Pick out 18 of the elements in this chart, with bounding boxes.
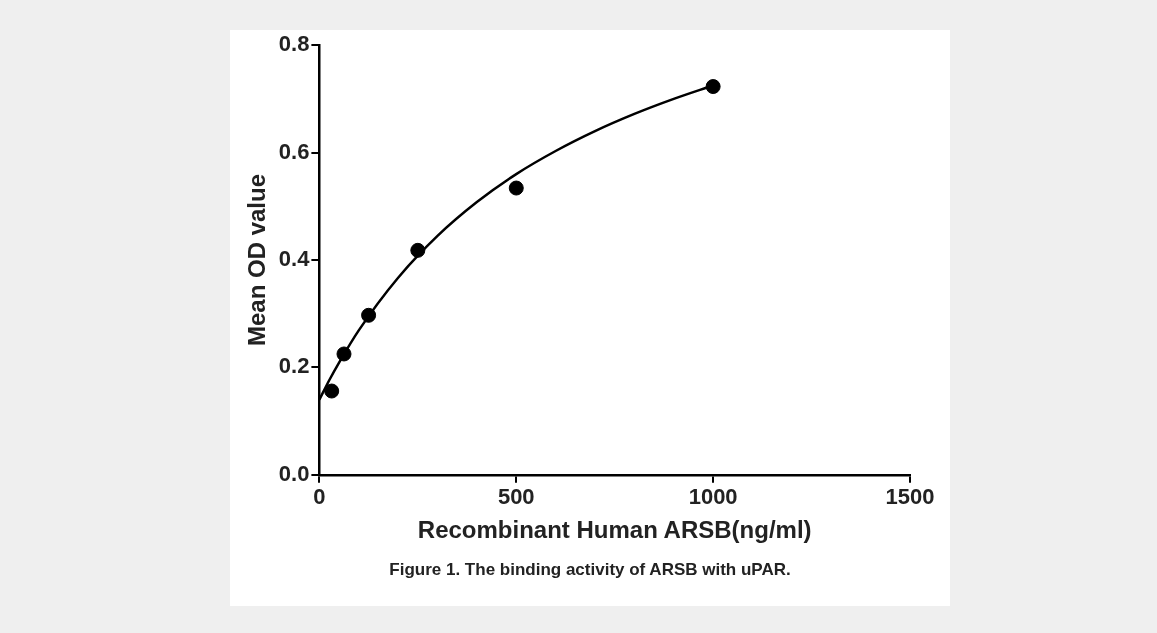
point (705, 79, 721, 95)
y-tick-label: 0.6 (278, 138, 310, 164)
y-tick-label: 0.4 (278, 246, 311, 272)
caption: Figure 1. The binding activity of ARSB with uPAR. (388, 560, 792, 580)
y-tick-label: 0.2 (278, 353, 310, 379)
point (410, 242, 426, 258)
point (508, 180, 524, 196)
point (361, 307, 377, 323)
x-tick-label: 500 (497, 484, 535, 510)
x-tick-label: 0 (313, 484, 326, 510)
y-tick-label: 0.0 (278, 460, 310, 486)
x-tick-label: 1000 (688, 484, 738, 510)
point (336, 346, 352, 362)
point (324, 383, 340, 399)
y-axis-title: Mean OD value (243, 173, 271, 347)
x-axis-title: Recombinant Human ARSB(ng/ml) (417, 516, 812, 544)
x-tick-label: 1500 (885, 484, 935, 510)
y-tick-label: 0.8 (278, 31, 310, 57)
